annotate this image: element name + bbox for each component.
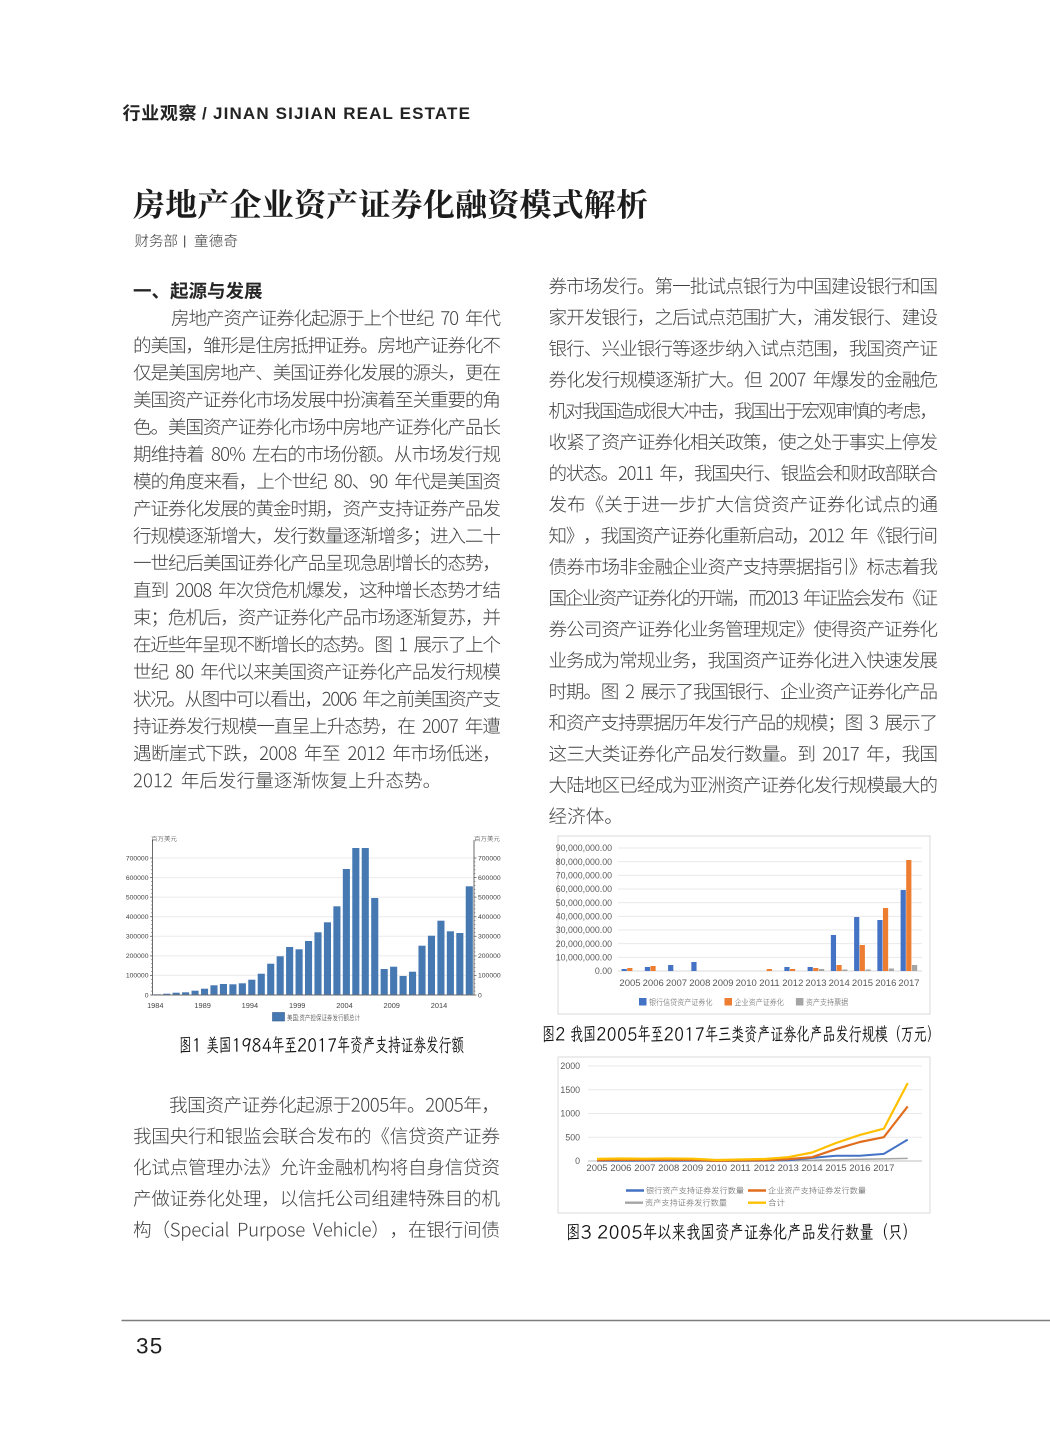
svg-text:1984: 1984 bbox=[147, 1001, 163, 1010]
svg-text:40,000,000.00: 40,000,000.00 bbox=[556, 912, 612, 922]
svg-text:35: 35 bbox=[136, 1334, 163, 1359]
svg-text:2004: 2004 bbox=[336, 1001, 352, 1010]
svg-text:2009: 2009 bbox=[383, 1001, 399, 1010]
svg-text:2005: 2005 bbox=[619, 978, 640, 989]
svg-text:2000: 2000 bbox=[560, 1061, 580, 1071]
svg-text:1000: 1000 bbox=[560, 1109, 580, 1119]
svg-text:2011: 2011 bbox=[759, 978, 779, 989]
svg-text:0: 0 bbox=[145, 992, 149, 999]
svg-text:200000: 200000 bbox=[478, 953, 501, 960]
svg-text:400000: 400000 bbox=[478, 914, 501, 921]
svg-text:400000: 400000 bbox=[126, 914, 149, 921]
svg-text:2014: 2014 bbox=[431, 1001, 447, 1010]
svg-text:JINAN SIJIAN REAL ESTATE: JINAN SIJIAN REAL ESTATE bbox=[213, 104, 471, 123]
svg-text:2015: 2015 bbox=[852, 978, 873, 989]
svg-text:1994: 1994 bbox=[242, 1001, 258, 1010]
svg-text:20,000,000.00: 20,000,000.00 bbox=[556, 939, 612, 949]
svg-text:2011: 2011 bbox=[730, 1163, 750, 1174]
svg-text:2007: 2007 bbox=[666, 978, 687, 989]
svg-text:700000: 700000 bbox=[126, 855, 149, 862]
svg-text:2017: 2017 bbox=[873, 1163, 894, 1174]
svg-text:70,000,000.00: 70,000,000.00 bbox=[556, 871, 612, 881]
svg-text:30,000,000.00: 30,000,000.00 bbox=[556, 925, 612, 935]
svg-text:90,000,000.00: 90,000,000.00 bbox=[556, 843, 612, 853]
svg-text:200000: 200000 bbox=[126, 953, 149, 960]
svg-text:2009: 2009 bbox=[712, 978, 733, 989]
svg-text:2007: 2007 bbox=[634, 1163, 655, 1174]
svg-text:2008: 2008 bbox=[658, 1163, 679, 1174]
svg-text:0.00: 0.00 bbox=[595, 966, 612, 976]
svg-text:1989: 1989 bbox=[194, 1001, 210, 1010]
svg-text:10,000,000.00: 10,000,000.00 bbox=[556, 953, 612, 963]
svg-text:2014: 2014 bbox=[802, 1163, 823, 1174]
svg-text:0: 0 bbox=[478, 992, 482, 999]
svg-text:2006: 2006 bbox=[643, 978, 664, 989]
svg-text:2016: 2016 bbox=[875, 978, 896, 989]
svg-text:500: 500 bbox=[565, 1133, 580, 1143]
svg-text:2014: 2014 bbox=[829, 978, 850, 989]
svg-text:60,000,000.00: 60,000,000.00 bbox=[556, 884, 612, 894]
svg-text:2013: 2013 bbox=[778, 1163, 799, 1174]
svg-text:600000: 600000 bbox=[126, 875, 149, 882]
svg-text:700000: 700000 bbox=[478, 855, 501, 862]
svg-text:2010: 2010 bbox=[706, 1163, 727, 1174]
svg-text:/: / bbox=[202, 104, 207, 123]
svg-text:2013: 2013 bbox=[805, 978, 826, 989]
svg-text:0: 0 bbox=[575, 1156, 580, 1166]
svg-text:300000: 300000 bbox=[126, 934, 149, 941]
svg-text:1999: 1999 bbox=[289, 1001, 305, 1010]
svg-text:600000: 600000 bbox=[478, 875, 501, 882]
svg-text:100000: 100000 bbox=[478, 973, 501, 980]
svg-text:2005: 2005 bbox=[586, 1163, 607, 1174]
svg-text:2012: 2012 bbox=[782, 978, 803, 989]
svg-text:1500: 1500 bbox=[560, 1085, 580, 1095]
svg-text:2016: 2016 bbox=[849, 1163, 870, 1174]
svg-text:2009: 2009 bbox=[682, 1163, 703, 1174]
svg-text:300000: 300000 bbox=[478, 934, 501, 941]
svg-text:50,000,000.00: 50,000,000.00 bbox=[556, 898, 612, 908]
svg-text:500000: 500000 bbox=[126, 894, 149, 901]
svg-text:|: | bbox=[183, 233, 186, 248]
svg-text:2015: 2015 bbox=[825, 1163, 846, 1174]
svg-text:2010: 2010 bbox=[736, 978, 757, 989]
svg-text:500000: 500000 bbox=[478, 894, 501, 901]
svg-text:2012: 2012 bbox=[754, 1163, 775, 1174]
svg-text:100000: 100000 bbox=[126, 973, 149, 980]
svg-text:2008: 2008 bbox=[689, 978, 710, 989]
svg-text:2017: 2017 bbox=[898, 978, 919, 989]
svg-text:80,000,000.00: 80,000,000.00 bbox=[556, 857, 612, 867]
svg-text:2006: 2006 bbox=[610, 1163, 631, 1174]
